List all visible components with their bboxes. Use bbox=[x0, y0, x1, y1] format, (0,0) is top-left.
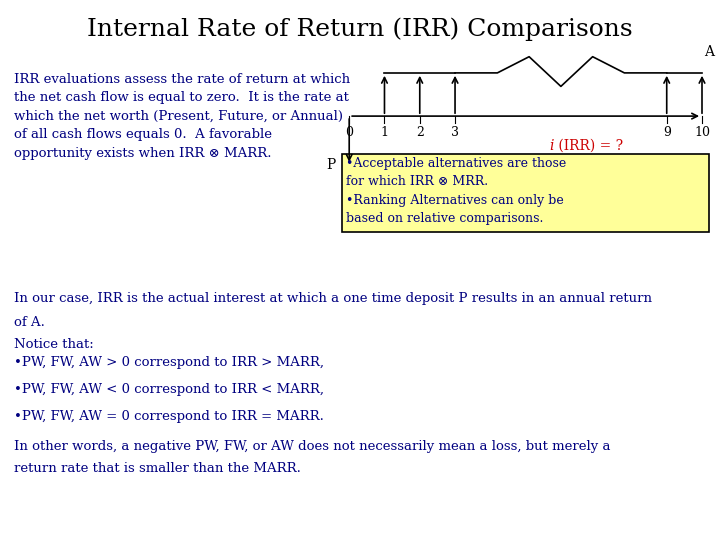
Text: i: i bbox=[549, 139, 554, 153]
Text: Notice that:: Notice that: bbox=[14, 338, 94, 350]
Text: A: A bbox=[704, 45, 714, 59]
Text: of A.: of A. bbox=[14, 316, 45, 329]
Text: •PW, FW, AW > 0 correspond to IRR > MARR,: •PW, FW, AW > 0 correspond to IRR > MARR… bbox=[14, 356, 325, 369]
Text: 2: 2 bbox=[416, 126, 423, 139]
Text: 0: 0 bbox=[345, 126, 354, 139]
Text: In our case, IRR is the actual interest at which a one time deposit P results in: In our case, IRR is the actual interest … bbox=[14, 292, 652, 305]
Text: Internal Rate of Return (IRR) Comparisons: Internal Rate of Return (IRR) Comparison… bbox=[87, 18, 633, 42]
Bar bbox=[342, 154, 709, 232]
Text: 10: 10 bbox=[694, 126, 710, 139]
Text: P: P bbox=[327, 158, 336, 172]
Text: •PW, FW, AW < 0 correspond to IRR < MARR,: •PW, FW, AW < 0 correspond to IRR < MARR… bbox=[14, 383, 325, 396]
Text: 9: 9 bbox=[663, 126, 670, 139]
Text: (IRR) = ?: (IRR) = ? bbox=[554, 139, 623, 153]
Text: IRR evaluations assess the rate of return at which
the net cash flow is equal to: IRR evaluations assess the rate of retur… bbox=[14, 73, 351, 160]
Text: •PW, FW, AW = 0 correspond to IRR = MARR.: •PW, FW, AW = 0 correspond to IRR = MARR… bbox=[14, 410, 324, 423]
Text: 1: 1 bbox=[380, 126, 389, 139]
Text: return rate that is smaller than the MARR.: return rate that is smaller than the MAR… bbox=[14, 462, 301, 475]
Text: •Acceptable alternatives are those
for which IRR ⊗ MRR.
•Ranking Alternatives ca: •Acceptable alternatives are those for w… bbox=[346, 157, 566, 225]
Text: In other words, a negative PW, FW, or AW does not necessarily mean a loss, but m: In other words, a negative PW, FW, or AW… bbox=[14, 440, 611, 453]
Text: 3: 3 bbox=[451, 126, 459, 139]
